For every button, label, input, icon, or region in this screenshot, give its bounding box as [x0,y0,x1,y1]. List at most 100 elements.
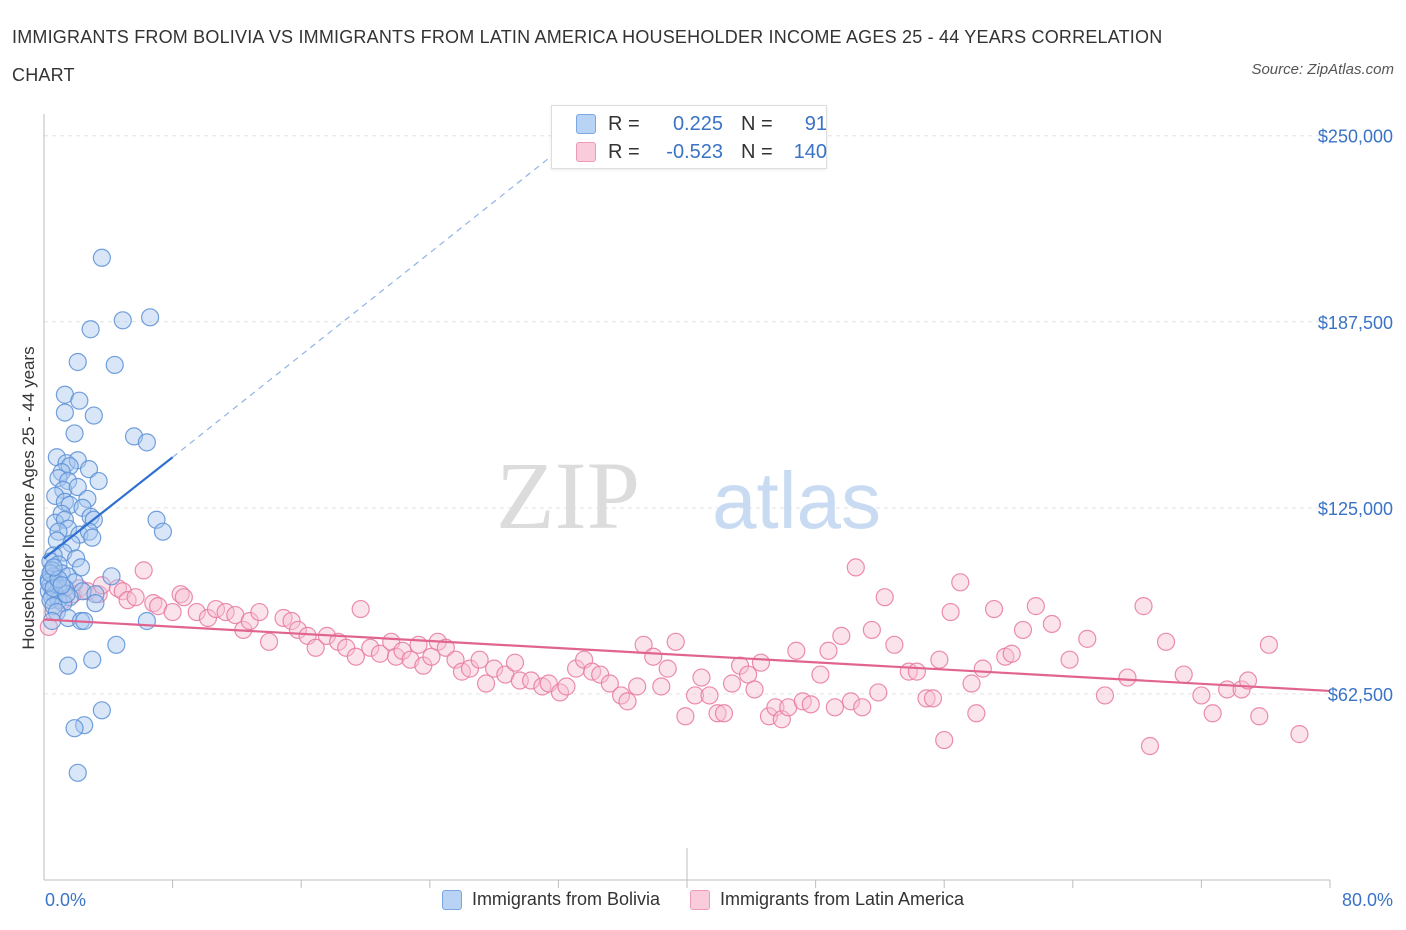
series-latin-america-points [39,558,1309,756]
latin-america-point [935,730,954,750]
latin-america-point [951,573,970,592]
bolivia-point [59,471,78,491]
bolivia-point [68,763,87,782]
latin-america-point [470,650,489,669]
latin-america-point [984,599,1004,619]
bolivia-point [59,656,78,675]
y-tick-label: $62,500 [1328,685,1393,705]
bolivia-point [86,594,105,613]
legend-swatch-bolivia [576,114,596,134]
watermark: ZIP atlas [496,442,881,549]
bolivia-point [78,489,97,509]
legend-item-bolivia[interactable]: Immigrants from Bolivia [441,889,660,910]
latin-america-point [1250,707,1269,726]
watermark-zip: ZIP [496,442,640,549]
latin-america-point [644,647,663,666]
latin-america-point [930,650,949,669]
latin-america-point [907,662,926,681]
latin-america-point [282,611,301,631]
bolivia-point [137,611,156,631]
r-label: R = [608,140,640,163]
bolivia-point [83,650,102,669]
latin-america-point [187,602,206,622]
bolivia-point [65,424,84,443]
legend-label-bolivia: Immigrants from Bolivia [471,889,660,909]
bolivia-point [70,391,89,410]
source-label: Source: ZipAtlas.com [1251,61,1394,78]
legend-swatch-latin-america [576,142,596,162]
legend: Immigrants from Bolivia Immigrants from … [0,889,1406,910]
legend-label-latin-america: Immigrants from Latin America [719,889,965,909]
latin-america-point [846,558,865,577]
latin-america-point [1134,597,1153,616]
latin-america-point [1013,620,1033,640]
latin-america-point [1174,665,1193,684]
bolivia-trend-extension [172,150,559,458]
latin-america-point [600,674,619,693]
latin-america-point [126,588,145,607]
latin-america-point [875,588,894,607]
trend-lines [43,150,1331,693]
latin-america-point [259,632,279,651]
latin-america-point [714,704,734,723]
legend-item-latin-america[interactable]: Immigrants from Latin America [689,889,965,910]
latin-america-point [476,674,496,693]
bolivia-point [57,585,76,604]
watermark-atlas: atlas [712,456,881,545]
bolivia-point [140,308,160,327]
bolivia-point [102,567,121,586]
n-label: N = [741,112,773,135]
latin-america-point [841,692,861,711]
latin-america-point [853,698,872,717]
bolivia-trend-line [43,456,174,560]
latin-america-point [700,686,719,705]
latin-america-point [801,695,820,714]
latin-america-point [1140,736,1160,756]
axes [43,114,1331,888]
legend-swatch-bolivia [441,889,462,910]
bolivia-point [67,549,86,568]
latin-america-point [618,692,637,711]
latin-america-point [1203,704,1222,723]
bolivia-point [137,433,156,452]
latin-america-point [973,659,992,678]
latin-america-point [1238,671,1258,690]
bolivia-point [153,522,173,541]
latin-america-point [787,641,806,660]
latin-america-point [941,602,960,622]
latin-america-point [832,626,851,645]
bolivia-point [113,311,132,330]
latin-america-point [745,680,764,699]
latin-america-point [361,638,380,657]
latin-america-point [652,677,671,696]
latin-america-point [163,602,182,622]
latin-america-point [962,674,981,693]
latin-america-point [346,647,365,666]
latin-america-point [1060,650,1079,669]
bolivia-point [68,477,87,497]
latin-america-point [869,683,888,702]
latin-america-point [1192,686,1211,705]
latin-america-point [505,653,525,672]
latin-america-point [923,689,943,708]
bolivia-point [65,719,84,738]
bolivia-point [81,320,100,339]
bolivia-point [68,352,87,372]
latin-america-point [825,698,844,717]
latin-america-point [1095,686,1115,705]
latin-america-point [306,638,325,657]
latin-america-point [1042,614,1062,634]
bolivia-point [52,576,71,595]
latin-america-point [250,602,269,622]
latin-america-point [885,635,904,654]
latin-america-point [174,588,193,607]
bolivia-point [84,406,103,425]
r-value: -0.523 [666,140,723,163]
latin-america-trend-line [43,618,1331,693]
legend-row-bolivia: R = 0.225 N = 91 [576,110,827,138]
bolivia-point [79,460,99,479]
bolivia-point [92,701,111,720]
r-label: R = [608,112,640,135]
latin-america-point [436,638,455,657]
